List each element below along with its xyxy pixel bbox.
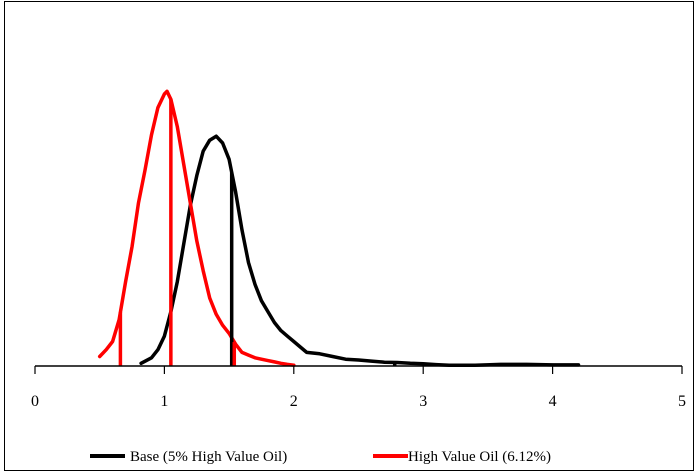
legend-label-0: Base (5% High Value Oil) [130, 449, 287, 465]
x-tick-label: 2 [290, 393, 298, 410]
plot-lines [97, 89, 581, 367]
chart-frame [4, 1, 694, 471]
legend-label-1: High Value Oil (6.12%) [408, 449, 551, 465]
series-line-1 [97, 89, 296, 367]
series-line-0 [139, 134, 581, 367]
x-axis-ticks: 0 1 2 3 4 5 [31, 366, 686, 410]
legend: Base (5% High Value Oil) High Value Oil (… [90, 449, 551, 465]
marker-lines [118, 99, 397, 366]
x-tick-label: 3 [419, 393, 427, 410]
x-tick-label: 4 [549, 393, 557, 410]
x-tick-label: 0 [31, 393, 39, 410]
x-tick-label: 1 [160, 393, 168, 410]
x-tick-label: 5 [678, 393, 686, 410]
